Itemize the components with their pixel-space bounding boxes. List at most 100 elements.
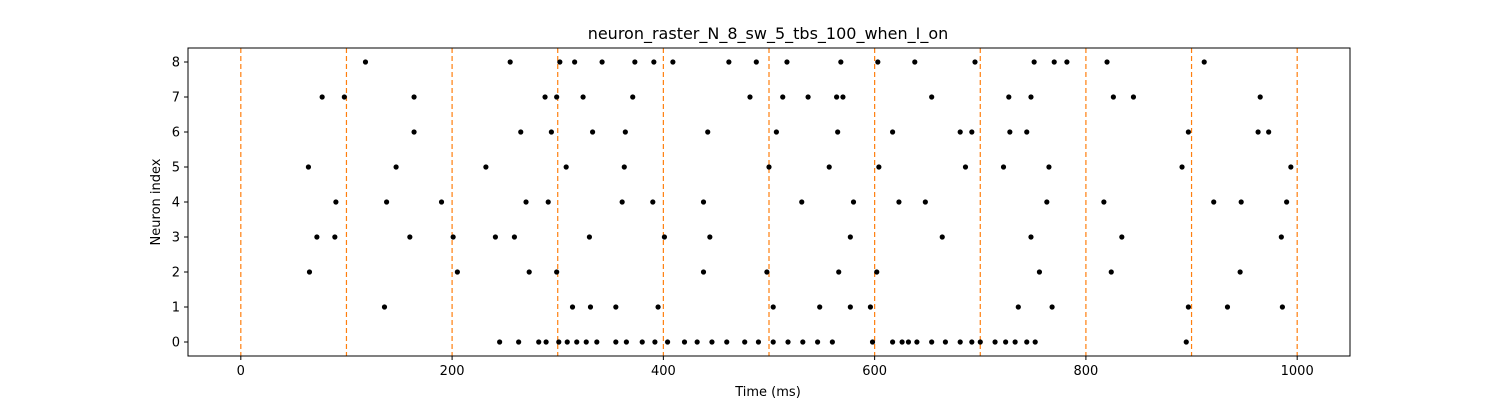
spike-n2-3 bbox=[554, 269, 560, 275]
spike-n1-8 bbox=[867, 304, 874, 310]
spike-n8-2 bbox=[557, 59, 563, 65]
spike-n7-1 bbox=[341, 94, 347, 100]
spike-n5-12 bbox=[1288, 164, 1294, 170]
y-tick-label-0: 0 bbox=[172, 336, 180, 351]
spike-n8-4 bbox=[599, 59, 605, 65]
spike-n0-9 bbox=[613, 339, 619, 345]
spike-n0-0 bbox=[497, 339, 503, 345]
spike-n5-2 bbox=[483, 164, 489, 170]
spike-n0-4 bbox=[556, 339, 562, 345]
y-tick-label-4: 4 bbox=[172, 196, 180, 211]
spike-n0-8 bbox=[594, 339, 600, 345]
spike-n8-7 bbox=[670, 59, 676, 65]
spike-n0-21 bbox=[785, 339, 791, 345]
spike-n8-13 bbox=[912, 59, 918, 65]
spike-n6-2 bbox=[548, 129, 554, 135]
spike-n4-0 bbox=[333, 199, 339, 205]
spike-n0-24 bbox=[829, 339, 835, 345]
spike-n8-8 bbox=[726, 59, 732, 65]
spike-n3-8 bbox=[707, 234, 713, 240]
spike-n8-5 bbox=[632, 59, 638, 65]
spike-n6-10 bbox=[969, 129, 975, 135]
spike-n4-11 bbox=[922, 199, 928, 205]
spike-n1-11 bbox=[1185, 304, 1191, 310]
spike-n0-33 bbox=[969, 339, 975, 345]
spike-n1-12 bbox=[1224, 304, 1231, 310]
spike-markers bbox=[305, 59, 1294, 345]
spike-n0-16 bbox=[709, 339, 715, 345]
spike-n8-14 bbox=[972, 59, 978, 65]
spike-n7-8 bbox=[780, 94, 786, 100]
spike-n5-0 bbox=[305, 164, 312, 170]
spike-n8-6 bbox=[651, 59, 657, 65]
spike-n8-0 bbox=[362, 59, 369, 65]
spike-n0-30 bbox=[929, 339, 935, 345]
y-tick-label-1: 1 bbox=[172, 301, 180, 316]
spike-n0-34 bbox=[977, 339, 983, 345]
spike-n0-22 bbox=[800, 339, 806, 345]
chart-title: neuron_raster_N_8_sw_5_tbs_100_when_I_on bbox=[588, 24, 949, 44]
spike-n7-0 bbox=[319, 94, 325, 100]
spike-n1-13 bbox=[1279, 304, 1285, 310]
spike-n1-6 bbox=[817, 304, 823, 310]
spike-n3-2 bbox=[407, 234, 413, 240]
spike-n8-17 bbox=[1064, 59, 1070, 65]
spike-n0-11 bbox=[639, 339, 645, 345]
spike-n7-17 bbox=[1257, 94, 1263, 100]
x-tick-label-600: 600 bbox=[862, 364, 887, 379]
spike-n5-8 bbox=[962, 164, 969, 170]
spike-n4-1 bbox=[383, 199, 390, 205]
spike-n6-14 bbox=[1255, 129, 1261, 135]
spike-n5-7 bbox=[876, 164, 882, 170]
spike-n2-8 bbox=[1036, 269, 1043, 275]
y-tick-label-7: 7 bbox=[172, 91, 180, 106]
spike-n0-2 bbox=[536, 339, 542, 345]
spike-n4-13 bbox=[1101, 199, 1107, 205]
spike-n7-6 bbox=[630, 94, 636, 100]
spike-n5-3 bbox=[563, 164, 569, 170]
spike-n4-14 bbox=[1211, 199, 1217, 205]
spike-n0-25 bbox=[869, 339, 876, 345]
spike-n8-11 bbox=[838, 59, 844, 65]
spike-n7-14 bbox=[1028, 94, 1034, 100]
spike-n5-10 bbox=[1046, 164, 1052, 170]
spike-n2-9 bbox=[1108, 269, 1114, 275]
spike-n1-10 bbox=[1049, 304, 1055, 310]
spike-n5-4 bbox=[621, 164, 627, 170]
spike-n3-9 bbox=[847, 234, 853, 240]
spike-n0-37 bbox=[1012, 339, 1018, 345]
spike-n1-2 bbox=[587, 304, 594, 310]
spike-n8-3 bbox=[572, 59, 578, 65]
spike-n0-7 bbox=[583, 339, 589, 345]
spike-n2-1 bbox=[454, 269, 460, 275]
spike-n6-7 bbox=[835, 129, 841, 135]
stimulus-lines bbox=[240, 48, 1298, 356]
spike-n6-5 bbox=[705, 129, 711, 135]
x-tick-label-1000: 1000 bbox=[1281, 364, 1314, 379]
spike-n0-5 bbox=[564, 339, 570, 345]
spike-n2-5 bbox=[764, 269, 770, 275]
spike-n6-3 bbox=[589, 129, 596, 135]
spike-n4-7 bbox=[700, 199, 707, 205]
spike-n8-18 bbox=[1104, 59, 1110, 65]
spike-n3-10 bbox=[939, 234, 945, 240]
spike-n6-12 bbox=[1024, 129, 1030, 135]
spike-n0-19 bbox=[755, 339, 762, 345]
x-tick-label-800: 800 bbox=[1073, 364, 1098, 379]
spike-n0-13 bbox=[664, 339, 671, 345]
spike-n1-3 bbox=[613, 304, 619, 310]
spike-n0-28 bbox=[905, 339, 912, 345]
spike-n7-15 bbox=[1110, 94, 1116, 100]
spike-n0-12 bbox=[652, 339, 658, 345]
spike-n0-3 bbox=[543, 339, 549, 345]
spike-n4-4 bbox=[545, 199, 551, 205]
spike-n0-39 bbox=[1032, 339, 1038, 345]
spike-n0-32 bbox=[957, 339, 963, 345]
spike-n7-4 bbox=[554, 94, 560, 100]
y-tick-label-5: 5 bbox=[172, 161, 180, 176]
spike-n3-13 bbox=[1278, 234, 1284, 240]
spike-n0-18 bbox=[742, 339, 748, 345]
spike-n4-10 bbox=[896, 199, 902, 205]
spike-n6-6 bbox=[773, 129, 779, 135]
spike-n7-11 bbox=[840, 94, 846, 100]
